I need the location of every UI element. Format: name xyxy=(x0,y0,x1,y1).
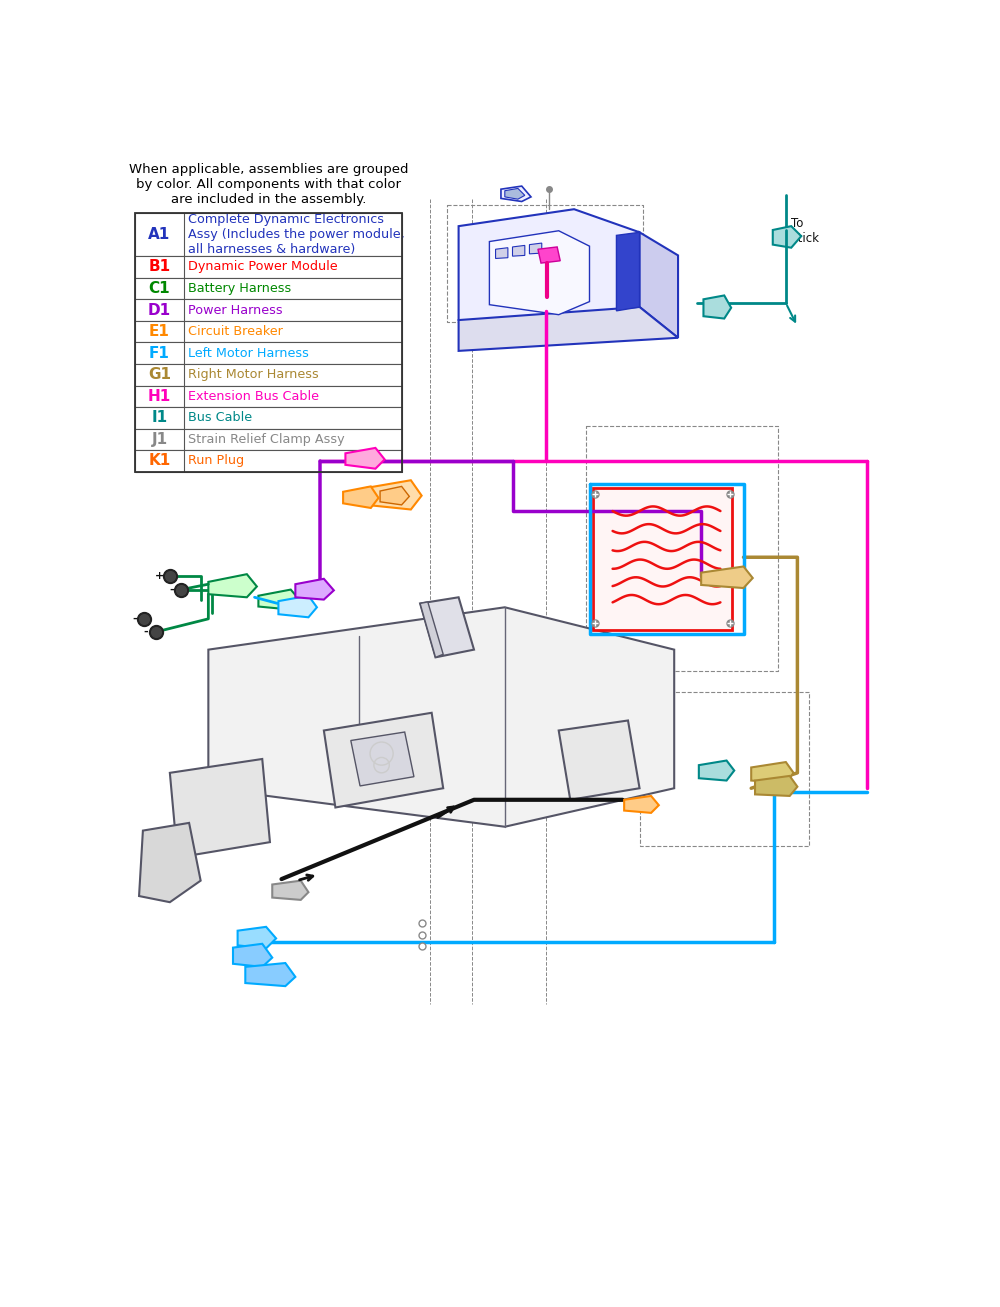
Text: To
Joystick: To Joystick xyxy=(775,217,820,244)
Polygon shape xyxy=(135,386,402,406)
Polygon shape xyxy=(135,213,402,256)
Polygon shape xyxy=(345,448,385,469)
Text: B1: B1 xyxy=(148,260,171,274)
Polygon shape xyxy=(703,295,731,319)
Polygon shape xyxy=(512,246,525,256)
Polygon shape xyxy=(238,927,276,949)
Polygon shape xyxy=(496,248,508,259)
Polygon shape xyxy=(616,233,640,311)
Polygon shape xyxy=(295,579,334,600)
Polygon shape xyxy=(139,823,201,902)
Text: I1: I1 xyxy=(151,410,168,425)
Text: Right Motor Harness: Right Motor Harness xyxy=(188,369,319,382)
Text: Circuit Breaker: Circuit Breaker xyxy=(188,325,283,339)
Polygon shape xyxy=(538,247,560,263)
Text: Complete Dynamic Electronics
Assy (Includes the power module,
all harnesses & ha: Complete Dynamic Electronics Assy (Inclu… xyxy=(188,213,405,256)
Polygon shape xyxy=(529,243,542,254)
Polygon shape xyxy=(208,574,257,597)
Polygon shape xyxy=(135,277,402,299)
Text: J1: J1 xyxy=(151,431,168,447)
Text: +: + xyxy=(155,571,164,582)
Polygon shape xyxy=(135,450,402,472)
Polygon shape xyxy=(459,209,640,332)
Polygon shape xyxy=(699,761,734,780)
Text: Dynamic Power Module: Dynamic Power Module xyxy=(188,260,338,273)
Text: Left Motor Harness: Left Motor Harness xyxy=(188,346,309,359)
Polygon shape xyxy=(755,776,797,796)
Polygon shape xyxy=(459,307,678,350)
Text: -: - xyxy=(132,614,137,623)
Text: D1: D1 xyxy=(148,302,171,318)
Polygon shape xyxy=(380,486,409,505)
Polygon shape xyxy=(593,488,732,630)
Polygon shape xyxy=(351,732,414,786)
Polygon shape xyxy=(272,881,308,901)
Polygon shape xyxy=(489,231,590,315)
Polygon shape xyxy=(135,406,402,429)
Text: Battery Harness: Battery Harness xyxy=(188,282,292,295)
Text: Run Plug: Run Plug xyxy=(188,455,244,468)
Text: -: - xyxy=(144,627,148,637)
Polygon shape xyxy=(751,762,794,783)
Text: Extension Bus Cable: Extension Bus Cable xyxy=(188,389,319,403)
Text: A1: A1 xyxy=(148,227,171,242)
Polygon shape xyxy=(559,720,640,800)
Text: H1: H1 xyxy=(148,388,171,404)
Polygon shape xyxy=(135,256,402,277)
Text: Bus Cable: Bus Cable xyxy=(188,412,252,425)
Text: F1: F1 xyxy=(149,345,170,361)
Text: G1: G1 xyxy=(148,367,171,382)
Text: Power Harness: Power Harness xyxy=(188,303,283,316)
Polygon shape xyxy=(324,712,443,808)
Polygon shape xyxy=(135,363,402,386)
Text: -: - xyxy=(169,584,174,595)
Text: When applicable, assemblies are grouped
by color. All components with that color: When applicable, assemblies are grouped … xyxy=(129,163,408,207)
Polygon shape xyxy=(135,342,402,363)
Polygon shape xyxy=(420,597,474,657)
Text: C1: C1 xyxy=(149,281,170,295)
Polygon shape xyxy=(505,188,525,199)
Polygon shape xyxy=(278,596,317,617)
Polygon shape xyxy=(701,566,753,588)
Polygon shape xyxy=(245,963,295,985)
Polygon shape xyxy=(640,233,678,337)
Text: Strain Relief Clamp Assy: Strain Relief Clamp Assy xyxy=(188,433,345,446)
Polygon shape xyxy=(135,320,402,342)
Polygon shape xyxy=(208,608,674,827)
Text: K1: K1 xyxy=(148,454,171,468)
Polygon shape xyxy=(773,226,801,248)
Polygon shape xyxy=(420,603,443,657)
Text: E1: E1 xyxy=(149,324,170,339)
Polygon shape xyxy=(501,186,531,201)
Polygon shape xyxy=(258,589,300,609)
Polygon shape xyxy=(233,944,272,967)
Polygon shape xyxy=(624,796,659,813)
Polygon shape xyxy=(135,299,402,320)
Polygon shape xyxy=(170,759,270,857)
Polygon shape xyxy=(135,429,402,450)
Polygon shape xyxy=(366,480,422,510)
Polygon shape xyxy=(343,486,379,508)
